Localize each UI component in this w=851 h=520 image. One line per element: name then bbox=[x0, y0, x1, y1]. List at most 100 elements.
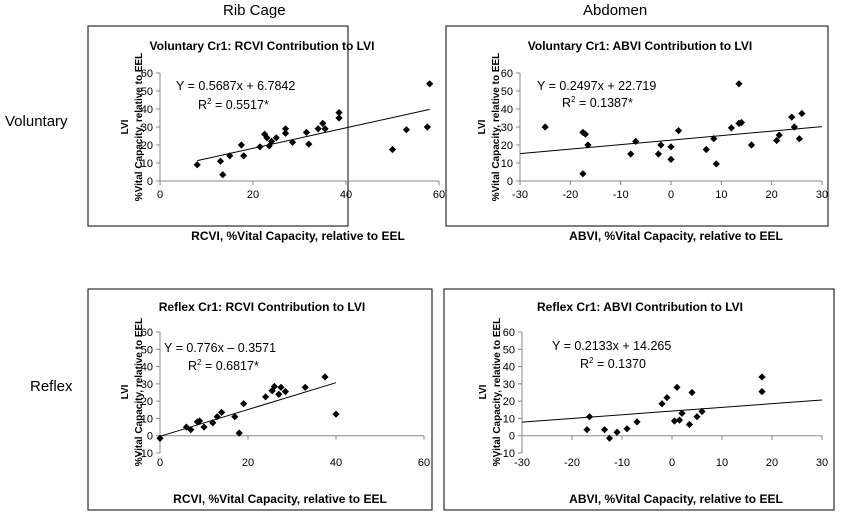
r-squared-value: = 0.6817* bbox=[201, 359, 258, 373]
y-tick-label: 0 bbox=[147, 431, 153, 443]
y-axis-title-top: LVI bbox=[478, 384, 489, 399]
trendline bbox=[519, 126, 823, 155]
data-point bbox=[712, 160, 720, 168]
y-tick-label: 40 bbox=[141, 104, 153, 116]
r-squared-label: R2 = 0.1387* bbox=[562, 95, 633, 110]
x-tick-label: 60 bbox=[433, 189, 445, 201]
data-point bbox=[237, 141, 245, 149]
data-point bbox=[262, 393, 270, 401]
data-point bbox=[335, 109, 343, 117]
r-squared-exponent: 2 bbox=[207, 97, 212, 106]
chart-panel-4: Reflex Cr1: ABVI Contribution to LVI -10 0… bbox=[443, 288, 835, 511]
data-point bbox=[423, 123, 431, 131]
data-point bbox=[321, 125, 329, 133]
x-tick-label: 10 bbox=[715, 189, 727, 201]
y-axis-title: LVI %Vital Capacity, relative to EEL bbox=[478, 318, 503, 467]
y-tick-label: 30 bbox=[503, 379, 515, 391]
r-squared-value: = 0.5517* bbox=[211, 98, 268, 112]
data-point bbox=[281, 129, 290, 137]
data-point bbox=[277, 383, 285, 391]
r-squared-r: R bbox=[562, 96, 571, 110]
data-point bbox=[156, 434, 164, 442]
x-tick-label: 30 bbox=[816, 457, 828, 469]
y-tick-label: 0 bbox=[507, 176, 513, 188]
regression-equation: Y = 0.2133x + 14.265 bbox=[552, 339, 671, 353]
data-point bbox=[675, 416, 684, 424]
data-point bbox=[268, 137, 276, 145]
chart-frame bbox=[445, 25, 829, 227]
x-tick-label: 30 bbox=[816, 189, 828, 201]
data-point bbox=[667, 143, 675, 151]
data-point bbox=[581, 130, 590, 138]
data-point bbox=[302, 128, 311, 136]
x-tick-label: 60 bbox=[418, 457, 430, 469]
chart-frame bbox=[87, 25, 349, 227]
y-axis-title-top: LVI bbox=[477, 119, 488, 134]
y-tick-label: 10 bbox=[141, 413, 153, 425]
y-tick-label: 60 bbox=[503, 327, 515, 339]
y-tick-label: 10 bbox=[503, 413, 515, 425]
r-squared-exponent: 2 bbox=[571, 95, 576, 104]
r-squared-exponent: 2 bbox=[197, 358, 202, 367]
y-tick-label: 40 bbox=[501, 104, 513, 116]
data-point bbox=[633, 418, 641, 426]
y-tick-label: 30 bbox=[141, 122, 153, 134]
data-point bbox=[213, 413, 221, 421]
data-point bbox=[402, 126, 411, 134]
r-squared-value: = 0.1387* bbox=[575, 96, 632, 110]
data-point bbox=[788, 113, 796, 121]
data-point bbox=[256, 143, 264, 151]
data-point bbox=[735, 80, 743, 88]
data-point bbox=[795, 135, 803, 143]
regression-equation: Y = 0.5687x + 6.7842 bbox=[176, 79, 295, 93]
r-squared-label: R2 = 0.1370 bbox=[580, 356, 646, 371]
data-point bbox=[673, 383, 681, 391]
data-point bbox=[688, 388, 696, 397]
x-tick-label: -10 bbox=[614, 457, 630, 469]
y-tick-label: 20 bbox=[503, 396, 515, 408]
y-tick-label: 20 bbox=[141, 396, 153, 408]
data-point bbox=[265, 142, 273, 150]
data-point bbox=[585, 413, 594, 421]
x-tick-label: 20 bbox=[766, 189, 778, 201]
x-axis-title: RCVI, %Vital Capacity, relative to EEL bbox=[173, 492, 387, 506]
y-tick-label: 0 bbox=[147, 176, 153, 188]
y-axis-title-sub: %Vital Capacity, relative to EEL bbox=[134, 53, 145, 202]
x-tick-label: 40 bbox=[330, 457, 342, 469]
y-tick-label: 50 bbox=[141, 86, 153, 98]
data-point bbox=[790, 123, 798, 131]
data-point bbox=[231, 413, 239, 421]
data-point bbox=[584, 141, 592, 149]
data-point bbox=[187, 426, 195, 434]
data-point bbox=[321, 373, 329, 381]
data-point bbox=[658, 400, 666, 408]
data-point bbox=[678, 409, 686, 417]
data-point bbox=[798, 109, 806, 118]
data-point bbox=[388, 145, 397, 154]
data-point bbox=[632, 137, 640, 145]
data-point bbox=[196, 417, 204, 425]
r-squared-label: R2 = 0.5517* bbox=[198, 97, 269, 112]
x-axis-title: ABVI, %Vital Capacity, relative to EEL bbox=[569, 229, 783, 243]
chart-title: Reflex Cr1: ABVI Contribution to LVI bbox=[537, 300, 743, 314]
r-squared-r: R bbox=[580, 357, 589, 371]
data-point bbox=[200, 423, 208, 431]
data-point bbox=[240, 400, 248, 408]
data-point bbox=[583, 426, 591, 434]
r-squared-label: R2 = 0.6817* bbox=[188, 358, 259, 373]
y-axis-title-sub: %Vital Capacity, relative to EEL bbox=[134, 318, 145, 467]
data-point bbox=[698, 407, 706, 416]
column-header-rib-cage: Rib Cage bbox=[223, 2, 286, 19]
y-tick-label: -10 bbox=[137, 448, 153, 460]
data-point bbox=[426, 80, 434, 88]
x-tick-label: -30 bbox=[512, 189, 528, 201]
chart-title: Voluntary Cr1: ABVI Contribution to LVI bbox=[528, 39, 752, 53]
data-point bbox=[663, 394, 671, 402]
x-axis-title: RCVI, %Vital Capacity, relative to EEL bbox=[191, 229, 405, 243]
chart-frame bbox=[443, 288, 835, 511]
x-axis-title: ABVI, %Vital Capacity, relative to EEL bbox=[569, 492, 783, 506]
y-tick-label: 50 bbox=[503, 344, 515, 356]
data-point bbox=[657, 141, 665, 149]
data-point bbox=[281, 388, 289, 396]
data-point bbox=[541, 123, 549, 131]
